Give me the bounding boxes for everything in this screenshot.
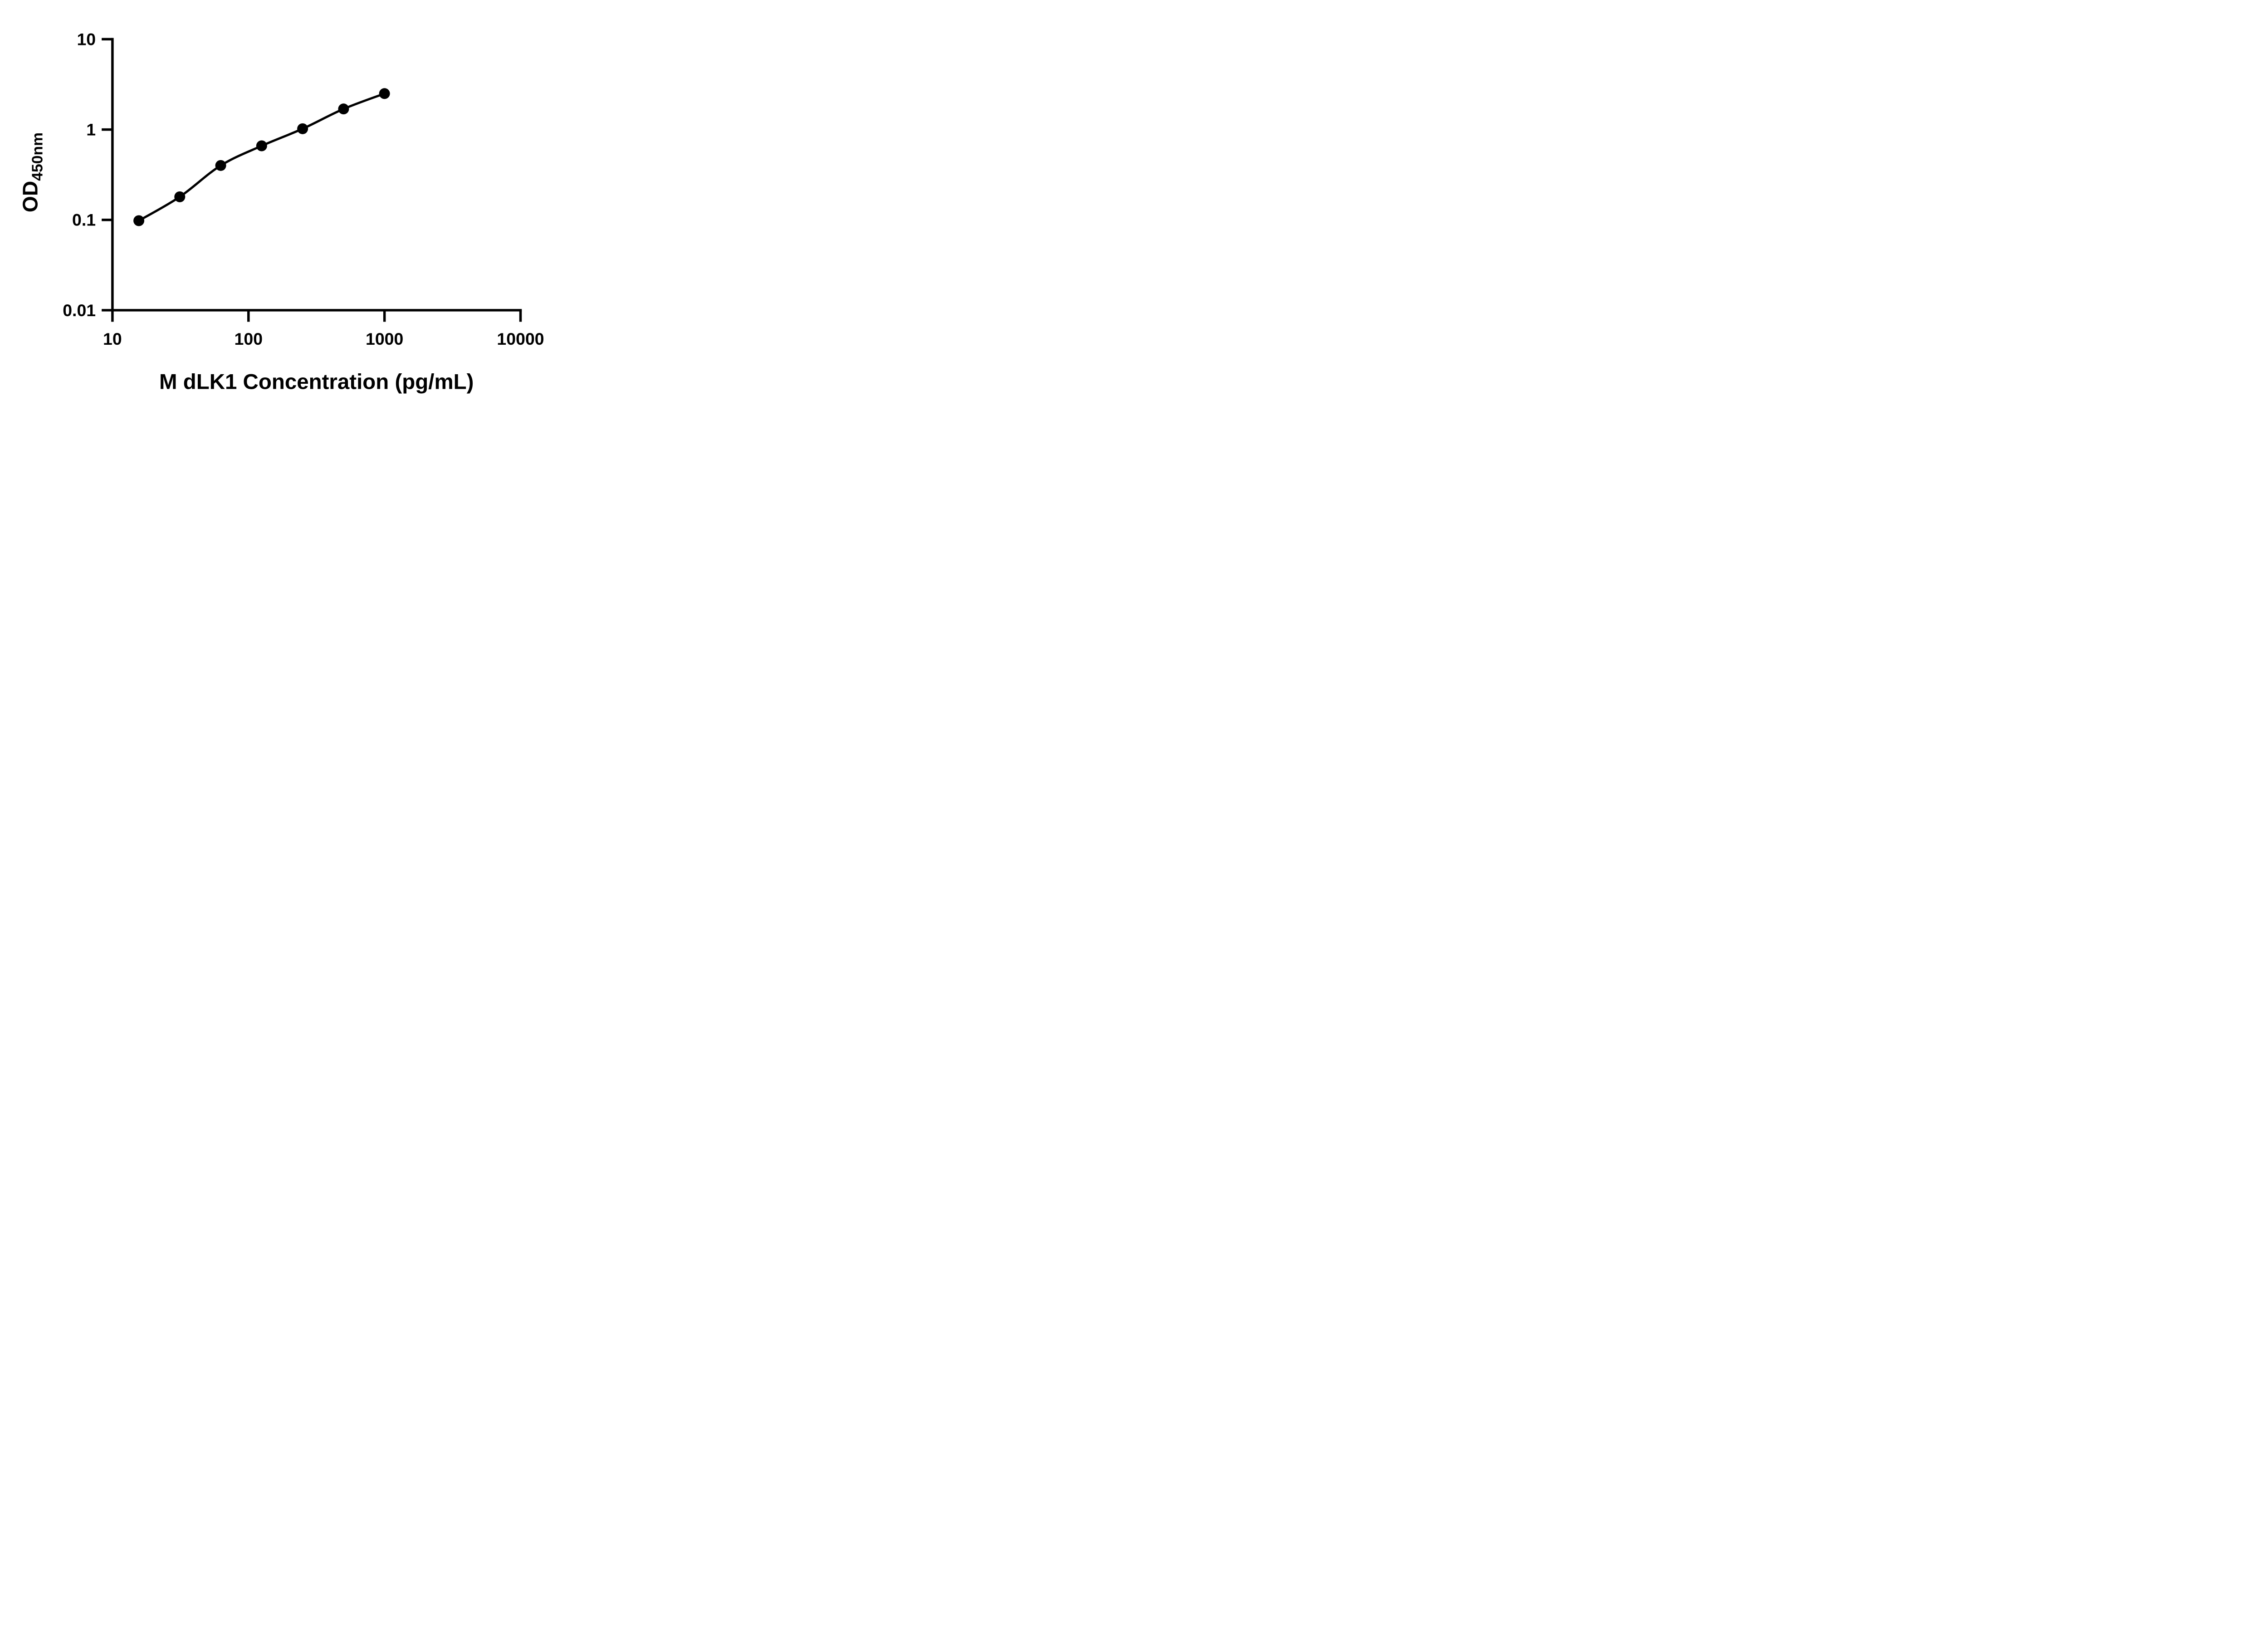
x-axis: 10 100 1000 10000	[103, 309, 544, 348]
y-tick-marks	[102, 38, 112, 312]
x-tick-label: 10	[103, 329, 122, 348]
x-tick-marks	[111, 310, 522, 322]
y-axis: 10 1 0.1 0.01	[63, 29, 114, 320]
y-tick-label: 0.01	[63, 301, 96, 320]
x-tick-labels: 10 100 1000 10000	[103, 329, 544, 348]
y-tick-label: 10	[77, 29, 96, 49]
y-tick-labels: 10 1 0.1 0.01	[63, 29, 96, 320]
x-tick-label: 100	[235, 329, 263, 348]
data-point	[256, 140, 267, 152]
data-points	[133, 88, 390, 226]
y-tick-label: 1	[86, 120, 96, 139]
data-point	[338, 103, 349, 115]
x-tick-label: 10000	[497, 329, 544, 348]
x-tick-label: 1000	[366, 329, 403, 348]
y-tick-label: 0.1	[72, 210, 96, 230]
elisa-standard-curve-figure: 10 1 0.1 0.01 10 100 1000 10000 M dLK1 Concent…	[0, 0, 583, 408]
data-point	[297, 123, 308, 134]
data-point	[379, 88, 390, 99]
y-axis-title: OD450nm	[18, 132, 46, 212]
fit-curve-line	[137, 92, 386, 222]
standard-curve-chart: 10 1 0.1 0.01 10 100 1000 10000 M dLK1 Concent…	[18, 29, 544, 394]
y-axis-title-subscript: 450nm	[29, 132, 46, 181]
data-point	[133, 215, 145, 226]
data-point	[215, 160, 226, 171]
x-axis-title: M dLK1 Concentration (pg/mL)	[159, 370, 474, 394]
data-point	[174, 191, 186, 202]
y-axis-title-main: OD	[18, 181, 42, 212]
